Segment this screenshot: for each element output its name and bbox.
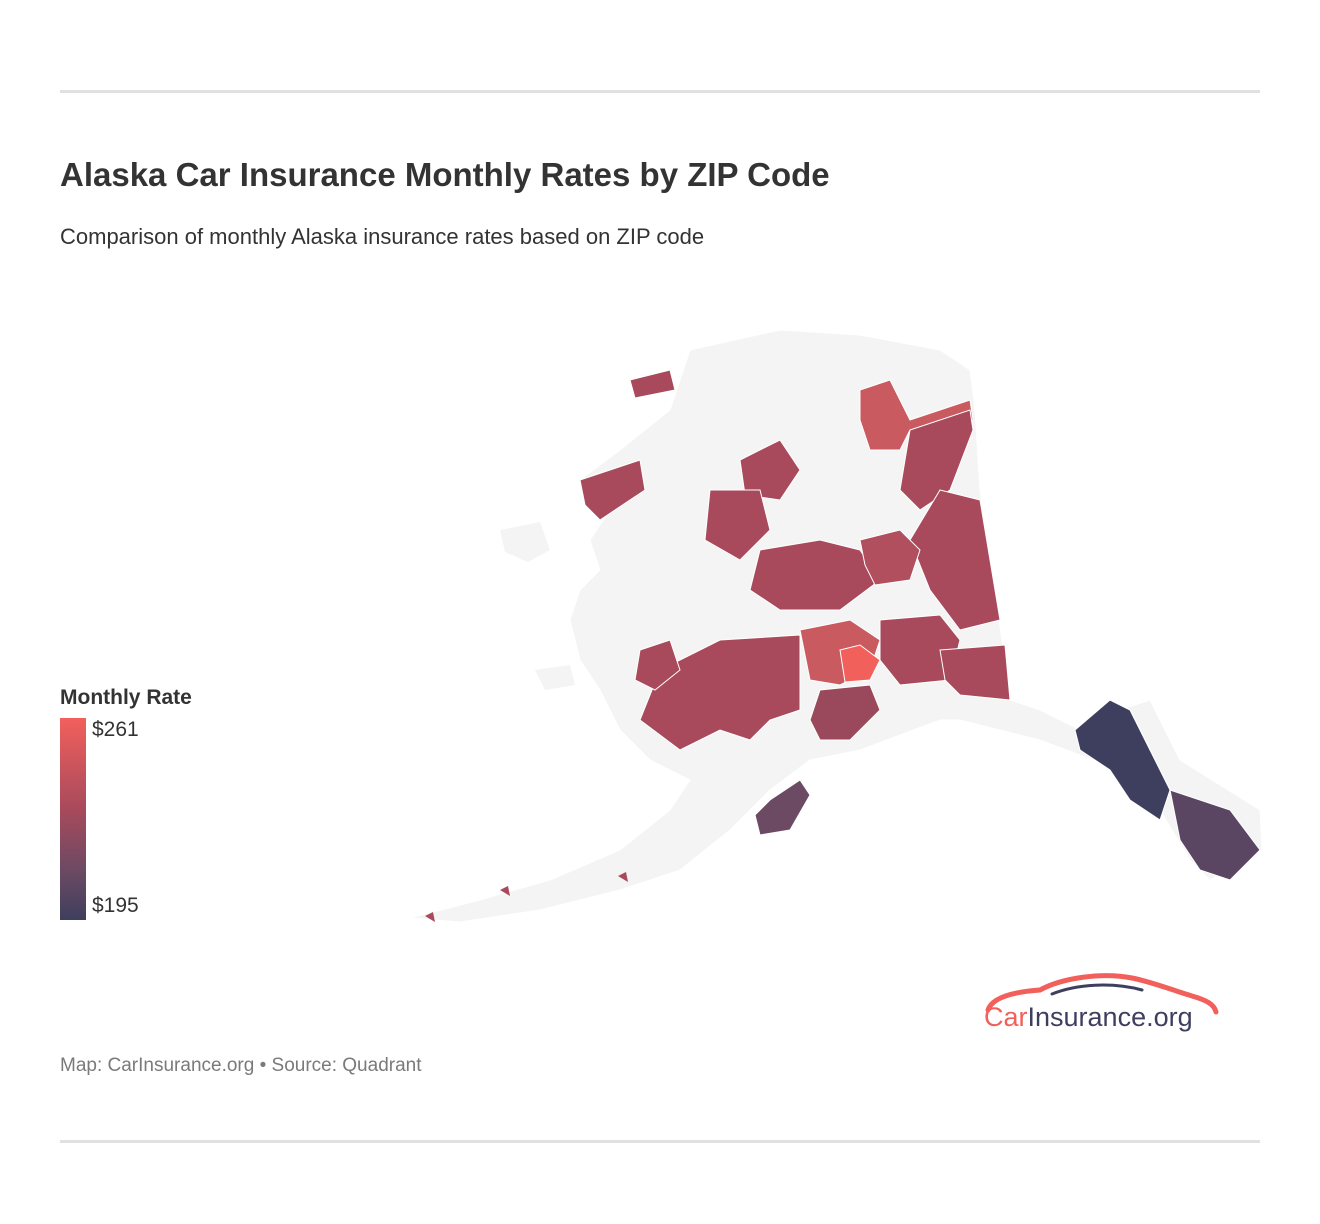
region-kuskokwim [634, 639, 681, 691]
nunivak-island [535, 665, 575, 690]
source-credit: Map: CarInsurance.org • Source: Quadrant [60, 1055, 422, 1076]
region-interior-west [704, 489, 771, 561]
car-silhouette-icon [985, 973, 1219, 1015]
st-lawrence-island [500, 522, 550, 562]
region-anchorage [839, 644, 881, 683]
carinsurance-logo: CarInsurance.org [984, 1002, 1193, 1032]
legend-min-label: $195 [92, 894, 139, 917]
bottom-divider [60, 1140, 1260, 1143]
region-aleutian-2 [500, 886, 510, 896]
page-title: Alaska Car Insurance Monthly Rates by ZI… [60, 156, 830, 193]
page-subtitle: Comparison of monthly Alaska insurance r… [60, 224, 705, 249]
alaska-zip-map [409, 329, 1263, 923]
region-northeast [899, 409, 974, 511]
region-kobuk [629, 369, 676, 399]
top-divider [60, 90, 1260, 93]
region-kodiak [754, 779, 811, 836]
region-northwest [579, 459, 646, 521]
legend-color-scale [60, 718, 86, 920]
region-copper-river [939, 644, 1011, 701]
region-fairbanks [859, 529, 921, 586]
region-southwest [639, 634, 801, 751]
region-brooks [739, 439, 801, 501]
region-southeast-north [1074, 699, 1171, 821]
region-aleutian-3 [425, 912, 435, 922]
region-aleutian-1 [618, 872, 628, 882]
legend-max-label: $261 [92, 718, 139, 741]
region-yukon [749, 539, 881, 611]
region-kenai [809, 684, 881, 741]
region-southeast-south [1169, 789, 1261, 881]
legend-title: Monthly Rate [60, 686, 192, 709]
